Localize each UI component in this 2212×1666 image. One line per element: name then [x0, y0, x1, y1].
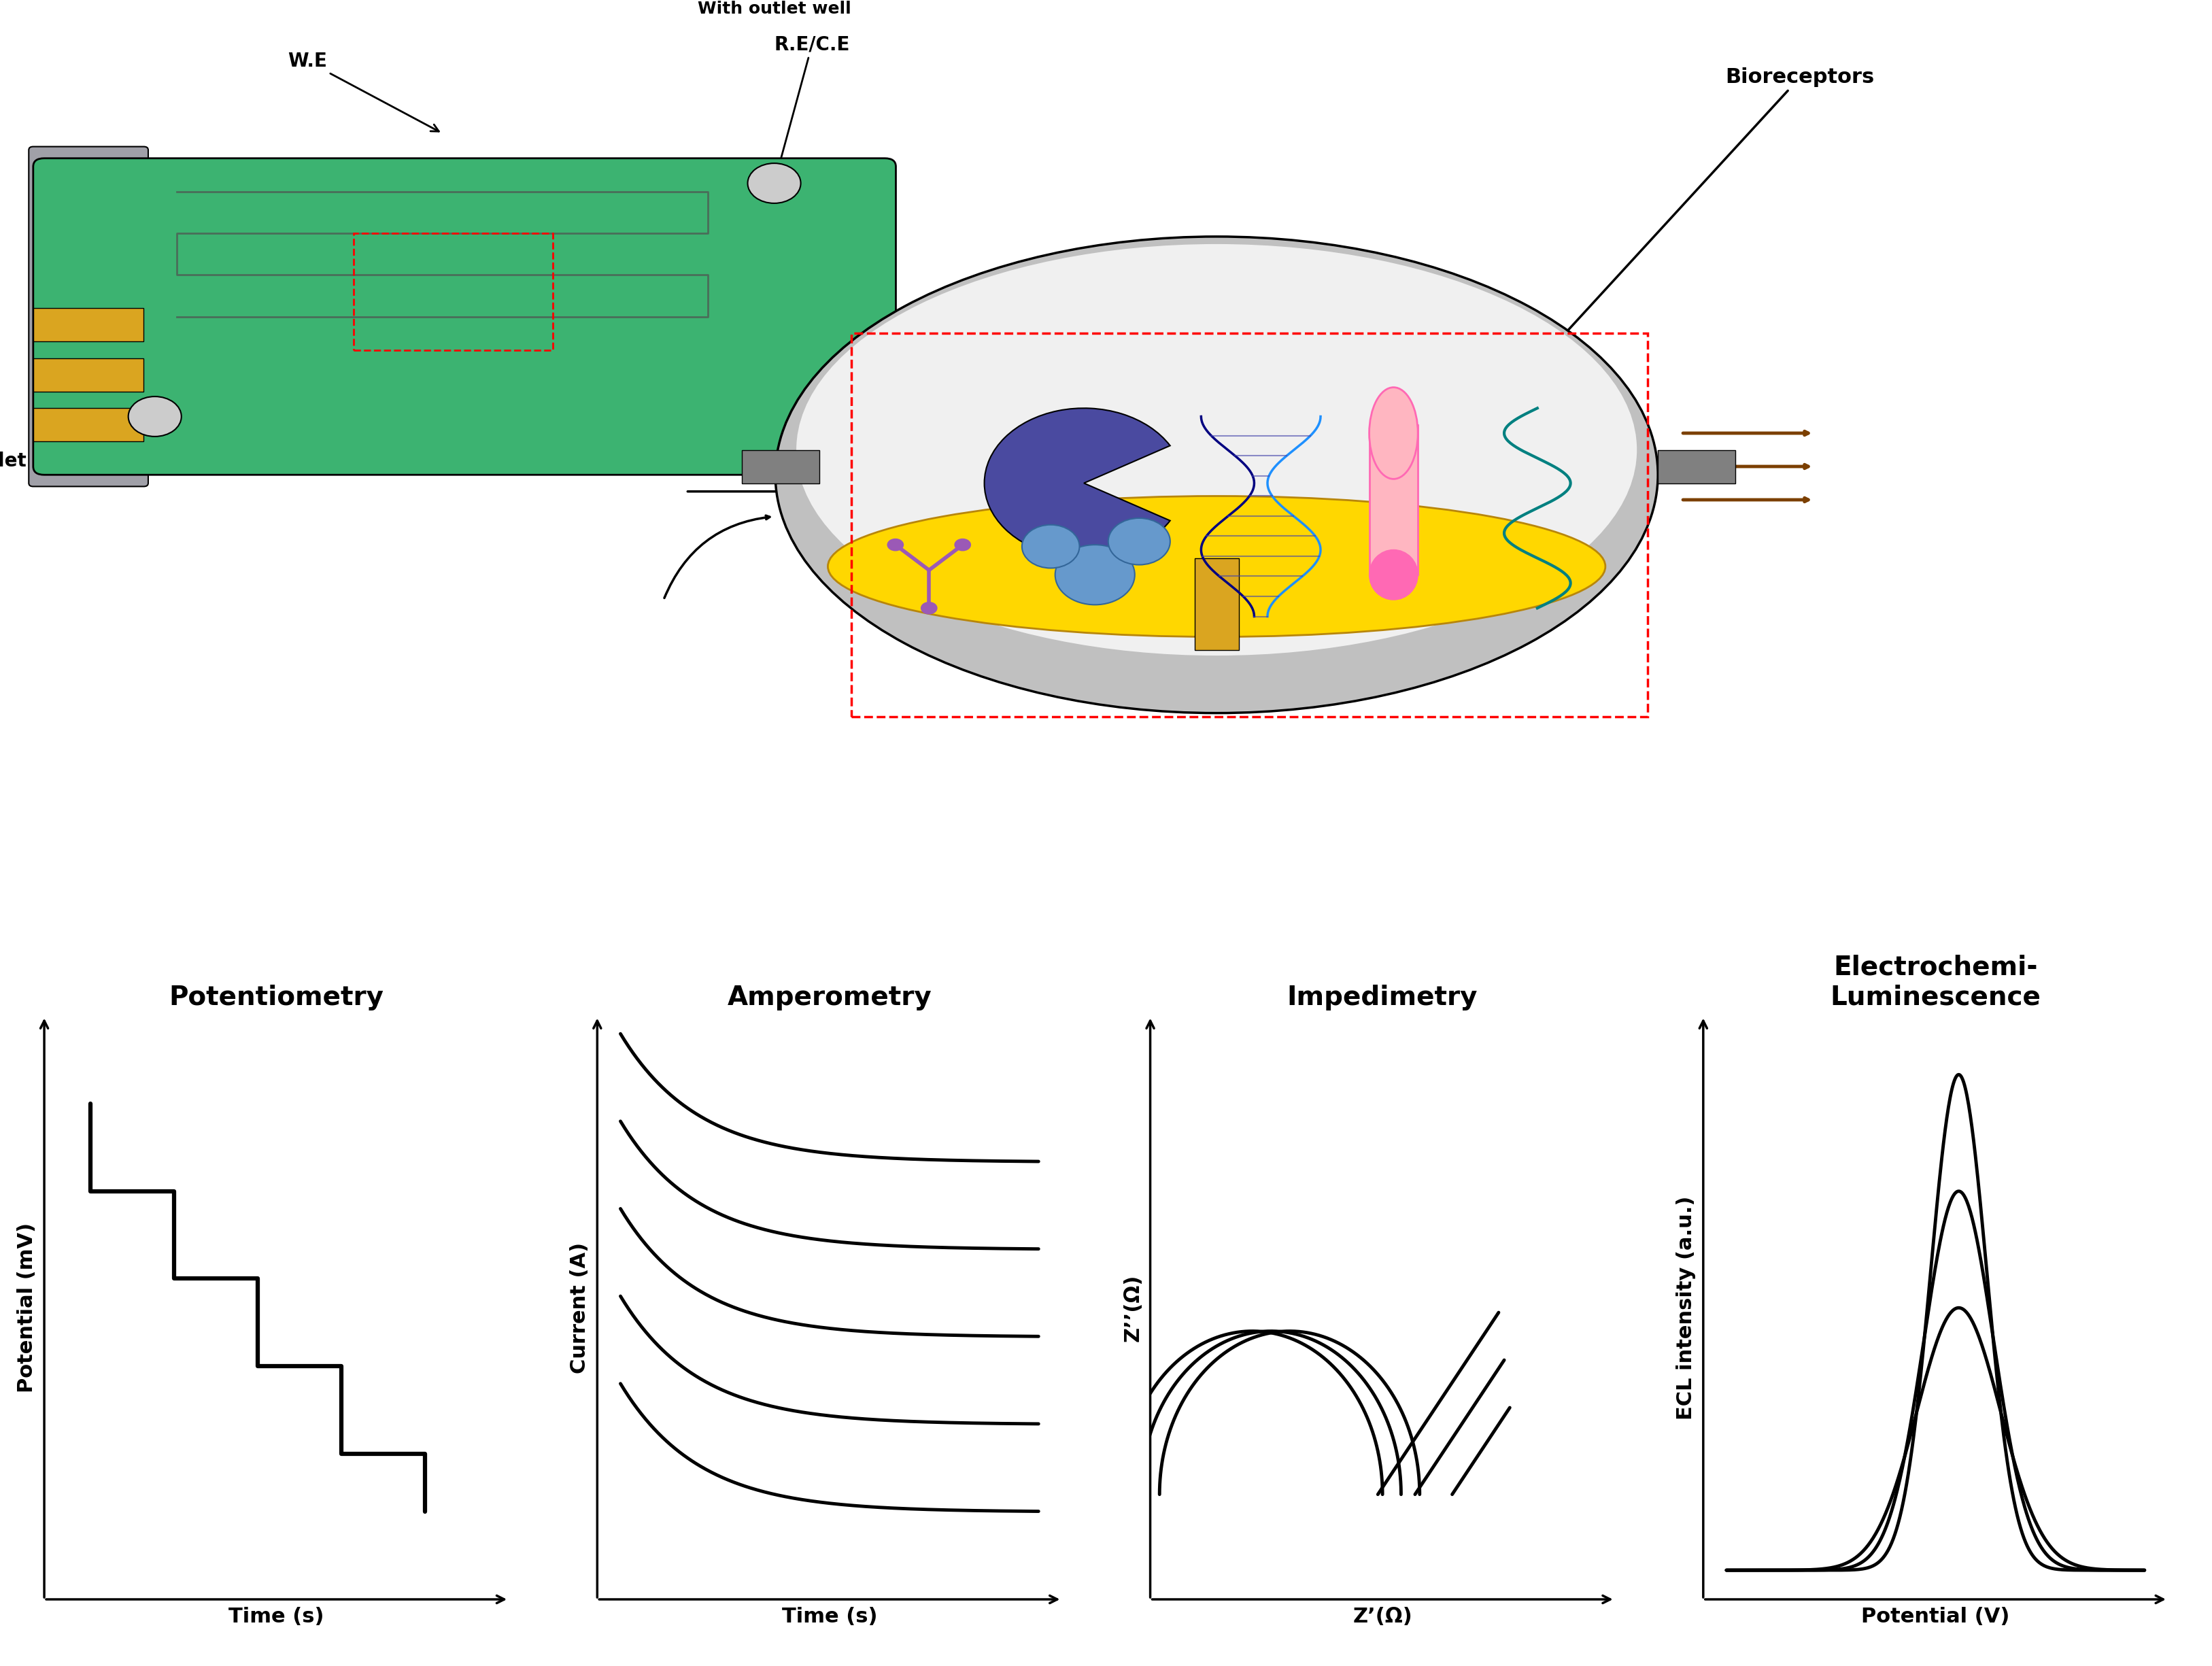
Bar [33, 358, 144, 392]
Circle shape [920, 601, 938, 615]
Circle shape [1055, 545, 1135, 605]
X-axis label: Time (s): Time (s) [781, 1608, 878, 1626]
X-axis label: Potential (V): Potential (V) [1860, 1608, 2011, 1626]
Wedge shape [984, 408, 1170, 558]
Circle shape [128, 397, 181, 436]
Bar [1659, 450, 1734, 483]
Text: With outlet well: With outlet well [697, 0, 852, 17]
Text: R.E/C.E: R.E/C.E [774, 35, 849, 180]
Circle shape [953, 538, 971, 551]
Ellipse shape [1369, 387, 1418, 480]
Text: Bioreceptors: Bioreceptors [1506, 68, 1874, 397]
FancyBboxPatch shape [29, 147, 148, 486]
FancyBboxPatch shape [33, 158, 896, 475]
Y-axis label: Current (A): Current (A) [571, 1243, 591, 1373]
Ellipse shape [796, 245, 1637, 655]
X-axis label: Z’(Ω): Z’(Ω) [1354, 1608, 1411, 1626]
Y-axis label: Z’’(Ω): Z’’(Ω) [1124, 1274, 1144, 1341]
Bar [741, 450, 818, 483]
Title: Amperometry: Amperometry [728, 985, 931, 1010]
Text: W.E: W.E [288, 52, 438, 132]
Title: Potentiometry: Potentiometry [168, 985, 385, 1010]
Y-axis label: Potential (mV): Potential (mV) [18, 1223, 38, 1393]
Ellipse shape [827, 496, 1606, 636]
Y-axis label: ECL intensity (a.u.): ECL intensity (a.u.) [1677, 1196, 1697, 1419]
Bar [1194, 558, 1239, 650]
Bar [33, 308, 144, 342]
Title: Impedimetry: Impedimetry [1287, 985, 1478, 1010]
Circle shape [748, 163, 801, 203]
Title: Electrochemi-
Luminescence: Electrochemi- Luminescence [1829, 955, 2042, 1010]
Text: Inlet: Inlet [0, 417, 139, 470]
Bar [354, 233, 553, 350]
X-axis label: Time (s): Time (s) [228, 1608, 325, 1626]
Circle shape [1108, 518, 1170, 565]
Bar [33, 408, 144, 441]
Circle shape [887, 538, 905, 551]
Bar [852, 333, 1648, 716]
Bar [1369, 425, 1418, 575]
Circle shape [1022, 525, 1079, 568]
Ellipse shape [1369, 550, 1418, 600]
Ellipse shape [774, 237, 1659, 713]
